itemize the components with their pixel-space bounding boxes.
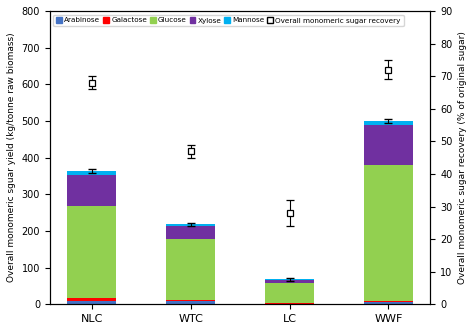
Bar: [364, 301, 413, 303]
Bar: [364, 165, 413, 301]
Bar: [166, 300, 215, 302]
Bar: [67, 175, 117, 206]
Bar: [364, 121, 413, 125]
Bar: [166, 302, 215, 304]
Bar: [265, 280, 314, 283]
Bar: [364, 125, 413, 165]
Bar: [67, 301, 117, 304]
Bar: [67, 171, 117, 175]
Bar: [67, 206, 117, 298]
Bar: [265, 279, 314, 280]
Y-axis label: Overall monomeric sguar yield (kg/tonne raw biomass): Overall monomeric sguar yield (kg/tonne …: [7, 33, 16, 282]
Bar: [67, 298, 117, 301]
Bar: [265, 303, 314, 304]
Legend: Arabinose, Galactose, Glucose, Xylose, Mannose, Overall monomeric sugar recovery: Arabinose, Galactose, Glucose, Xylose, M…: [54, 15, 403, 26]
Bar: [166, 226, 215, 239]
Bar: [166, 224, 215, 226]
Bar: [364, 303, 413, 304]
Bar: [166, 239, 215, 300]
Bar: [265, 283, 314, 303]
Y-axis label: Overall monomeric sugar recovery (% of original sugar): Overall monomeric sugar recovery (% of o…: [458, 31, 467, 284]
